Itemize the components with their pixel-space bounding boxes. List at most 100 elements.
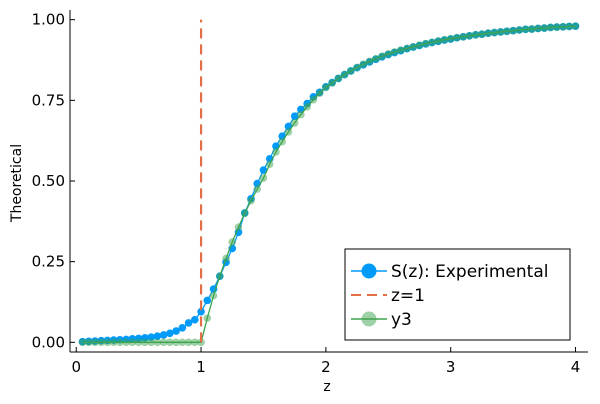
data-point: [528, 25, 536, 33]
data-point: [166, 329, 174, 338]
data-point: [428, 38, 436, 47]
data-point: [122, 338, 130, 347]
data-point: [153, 332, 162, 340]
data-point: [78, 338, 87, 347]
data-point: [521, 25, 530, 34]
data-point: [240, 209, 249, 218]
x-tick-label: 4: [571, 358, 581, 376]
data-point: [446, 34, 455, 43]
data-point: [403, 44, 411, 53]
series-3: [78, 22, 580, 347]
data-point: [97, 338, 105, 347]
data-point: [459, 32, 467, 41]
data-point: [191, 338, 199, 347]
data-point: [172, 338, 180, 347]
data-point: [540, 24, 549, 32]
legend-box: [344, 248, 571, 341]
y-tick-label: 0.25: [32, 253, 65, 271]
data-point: [191, 315, 199, 324]
x-tick-label: 2: [321, 358, 331, 376]
data-point: [259, 174, 268, 182]
legend-marker-experimental: [361, 263, 377, 279]
data-point: [453, 33, 461, 42]
y-tick-label: 1.00: [32, 11, 65, 29]
data-point: [390, 48, 399, 56]
legend-marker-y3: [361, 311, 377, 327]
data-point: [303, 102, 311, 111]
data-point: [409, 42, 418, 51]
data-point: [353, 63, 361, 72]
legend-entry-z1[interactable]: z=1: [351, 286, 425, 306]
x-axis-label: z: [323, 379, 330, 395]
data-point: [421, 39, 430, 48]
data-point: [340, 70, 349, 79]
y-axis-label: Theoretical: [9, 144, 25, 223]
ticks: 0 1 2 3 4 0.00 0.25 0.50 0.75 1.00: [32, 11, 581, 376]
legend: S(z): Experimental z=1 y3: [344, 248, 571, 341]
data-point: [509, 26, 517, 35]
x-tick-label: 1: [196, 358, 206, 376]
data-point: [515, 26, 524, 34]
data-point: [328, 79, 336, 87]
data-point: [272, 148, 280, 156]
data-point: [228, 238, 237, 246]
y-tick-label: 0.75: [32, 91, 65, 109]
data-point: [197, 307, 205, 316]
data-point: [290, 112, 299, 120]
x-tick-label: 0: [71, 358, 81, 376]
data-point: [178, 338, 187, 347]
data-point: [284, 128, 293, 136]
data-point: [484, 29, 492, 38]
y-tick-label: 0.00: [32, 333, 65, 351]
data-point: [297, 110, 305, 119]
legend-label-experimental: S(z): Experimental: [391, 262, 548, 282]
data-point: [334, 74, 343, 83]
data-point: [359, 60, 368, 68]
data-point: [471, 31, 480, 39]
data-point: [490, 28, 499, 37]
data-point: [153, 338, 162, 347]
data-point: [478, 30, 486, 38]
data-point: [147, 338, 155, 347]
data-point: [203, 314, 212, 322]
data-point: [209, 291, 218, 300]
legend-entry-y3[interactable]: y3: [351, 310, 412, 330]
data-point: [178, 324, 187, 332]
data-point: [378, 52, 386, 60]
legend-label-z1: z=1: [391, 286, 425, 306]
series-layer: [78, 19, 580, 347]
data-point: [503, 27, 511, 36]
data-point: [309, 95, 318, 104]
data-point: [384, 50, 393, 58]
data-point: [128, 338, 137, 347]
data-point: [222, 254, 230, 263]
legend-entry-experimental[interactable]: S(z): Experimental: [351, 262, 548, 282]
data-point: [559, 22, 567, 31]
x-tick-label: 3: [446, 358, 456, 376]
data-point: [84, 338, 93, 347]
data-point: [215, 272, 224, 280]
data-point: [116, 338, 124, 347]
y-tick-label: 0.50: [32, 172, 65, 190]
data-point: [415, 41, 424, 49]
data-point: [253, 185, 262, 193]
data-point: [565, 22, 574, 31]
data-point: [278, 137, 286, 146]
data-point: [134, 338, 143, 347]
data-point: [372, 54, 380, 63]
data-point: [396, 46, 405, 54]
data-point: [172, 327, 180, 335]
data-point: [203, 296, 212, 305]
data-point: [159, 338, 168, 347]
data-point: [159, 331, 168, 339]
data-point: [347, 67, 355, 75]
legend-label-y3: y3: [391, 310, 412, 330]
data-point: [247, 196, 255, 205]
data-point: [141, 338, 149, 347]
data-point: [109, 338, 118, 347]
data-point: [434, 37, 443, 45]
data-point: [184, 338, 193, 347]
data-point: [259, 166, 268, 174]
